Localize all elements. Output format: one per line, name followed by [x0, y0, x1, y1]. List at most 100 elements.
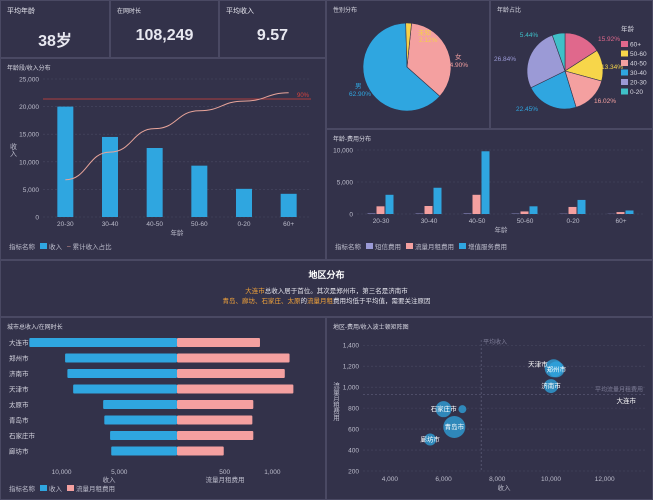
region-note-2: 青岛、廊坊、石家庄、太原的流量月租费用均低于平均值，需要关注原因 [1, 295, 652, 305]
bar [376, 206, 385, 214]
bar-left [103, 400, 177, 409]
chart-legend: 指标名称 短信费用 流量月租费用 增值服务费用 [335, 241, 507, 251]
x-tick-label: 1,000 [264, 469, 281, 476]
bar [280, 193, 297, 217]
kpi-card-income: 平均收入 9.57 [219, 0, 326, 58]
scatter-point [435, 401, 452, 418]
legend-swatch [621, 41, 628, 47]
scatter-chart: 200 400 600 800 1,000 1,200 1,400 4,000 6,000 8,0… [332, 338, 645, 492]
y-tick-label: 5,000 [337, 180, 354, 187]
bar [385, 194, 394, 214]
y-tick-label: 25,000 [19, 77, 39, 84]
bar-right [177, 369, 285, 378]
y-axis-label: 流量月租费用 [332, 381, 340, 423]
legend-label: 20-30 [630, 80, 647, 87]
legend-swatch [621, 79, 628, 85]
scatter-panel: 地区-费用/收入波士顿矩阵图 200 400 600 800 1,000 1,200 1,4… [326, 317, 653, 500]
point-label: 郑州市 [547, 364, 567, 373]
legend-prefix: 指标名称 [9, 486, 35, 493]
legend-label: 60+ [630, 42, 641, 49]
legend-label: 30-40 [630, 70, 647, 77]
panel-title: 年龄-费用分布 [333, 137, 371, 143]
bar-right [177, 384, 294, 394]
pie-slice [530, 70, 577, 110]
point-label: 天津市 [528, 359, 548, 368]
x-tick-label: 5,000 [111, 469, 128, 476]
legend-swatch [459, 243, 466, 249]
panel-title: 性别分布 [333, 8, 358, 14]
gender-pie-chart: 男62.90% 女34.90% 未知2.12% [349, 22, 468, 112]
category-label: 太原市 [9, 400, 29, 409]
gender-pie-panel: 性别分布 男 62.90% 女 34.90% 未知 2.12% [326, 0, 490, 129]
bar [57, 106, 74, 217]
bar [529, 206, 538, 214]
category-label: 天津市 [9, 385, 29, 394]
x-tick-label: 0-20 [237, 221, 250, 228]
kpi-value: 108,249 [135, 27, 194, 44]
x-axis-label: 收入 [498, 483, 512, 492]
x-tick-label: 10,000 [541, 476, 561, 483]
x-tick-label: 500 [219, 469, 230, 476]
y-tick-label: 800 [348, 406, 359, 413]
bar [367, 213, 376, 214]
pie-slice [551, 32, 566, 72]
y-tick-label: 10,000 [19, 159, 39, 166]
bar-left [73, 384, 177, 394]
avg-x-label: 平均收入 [483, 338, 507, 346]
bar [577, 199, 586, 214]
note-text: 总收入居于首位。其次是郑州市，第三名是济南市 [264, 288, 408, 295]
region-note-1: 大连市总收入居于首位。其次是郑州市，第三名是济南市 [1, 285, 652, 295]
bar [102, 136, 118, 217]
category-label: 大连市 [9, 338, 29, 347]
x-axis-label: 年龄 [495, 225, 509, 234]
x-tick-label: 8,000 [489, 476, 506, 483]
legend-item: 增值服务费用 [468, 244, 507, 251]
age-pie-chart: 15.92% 13.34% 16.02% 22.45% 26.84% 5.44% 年龄 60+… [494, 24, 647, 113]
legend-label: 40-50 [630, 61, 647, 68]
reference-label: 90% [297, 93, 310, 99]
slice-value: 13.34% [601, 64, 623, 71]
age-income-chart: 0 5,000 10,000 15,000 20,000 25,000 收入 20-30 30-… [10, 77, 311, 237]
y-tick-label: 1,000 [343, 385, 360, 392]
legend-swatch [621, 69, 628, 76]
note-metric: 流量月租 [307, 298, 333, 305]
note-mid: 的 [300, 298, 308, 305]
legend-item: 流量月租费用 [415, 244, 454, 251]
region-banner: 地区分布 大连市总收入居于首位。其次是郑州市，第三名是济南市 青岛、廊坊、石家庄… [0, 260, 653, 317]
slice-value: 34.90% [446, 62, 468, 69]
kpi-title: 在网时长 [117, 9, 142, 15]
point-label: 济南市 [541, 381, 561, 390]
scatter-point [458, 405, 467, 414]
point-label: 廊坊市 [420, 435, 440, 444]
bar-right [177, 415, 253, 425]
pie-slice [362, 22, 441, 112]
bar-left [111, 446, 177, 456]
legend-prefix: 指标名称 [335, 244, 361, 251]
slice-value: 62.90% [349, 91, 371, 98]
point-label: 青岛市 [445, 422, 465, 431]
note-city: 大连市 [245, 288, 265, 295]
category-label: 石家庄市 [9, 431, 36, 440]
legend-swatch [621, 50, 628, 57]
bar-left [29, 338, 177, 347]
bar-left [104, 415, 177, 425]
category-label: 廊坊市 [9, 447, 29, 456]
slice-value: 22.45% [516, 106, 538, 113]
slice-value: 26.84% [494, 56, 516, 63]
legend-item: 收入 [49, 486, 62, 493]
bar [146, 148, 163, 217]
slice-label: 男 [355, 82, 362, 90]
y-tick-label: 600 [348, 427, 359, 434]
bar-left [65, 353, 177, 363]
x-tick-label: 30-40 [102, 221, 119, 228]
x-tick-label: 0-20 [566, 218, 579, 225]
avg-y-label: 平均流量月租费用 [595, 385, 643, 393]
panel-title: 城市总收入/在网时长 [7, 325, 63, 331]
y-tick-label: 200 [348, 469, 359, 476]
bar [433, 187, 442, 214]
scatter-point [443, 415, 466, 438]
legend-swatch [40, 243, 47, 249]
slice-label: 女 [455, 52, 462, 61]
bar-right [177, 400, 254, 409]
kpi-value: 38岁 [38, 33, 72, 50]
